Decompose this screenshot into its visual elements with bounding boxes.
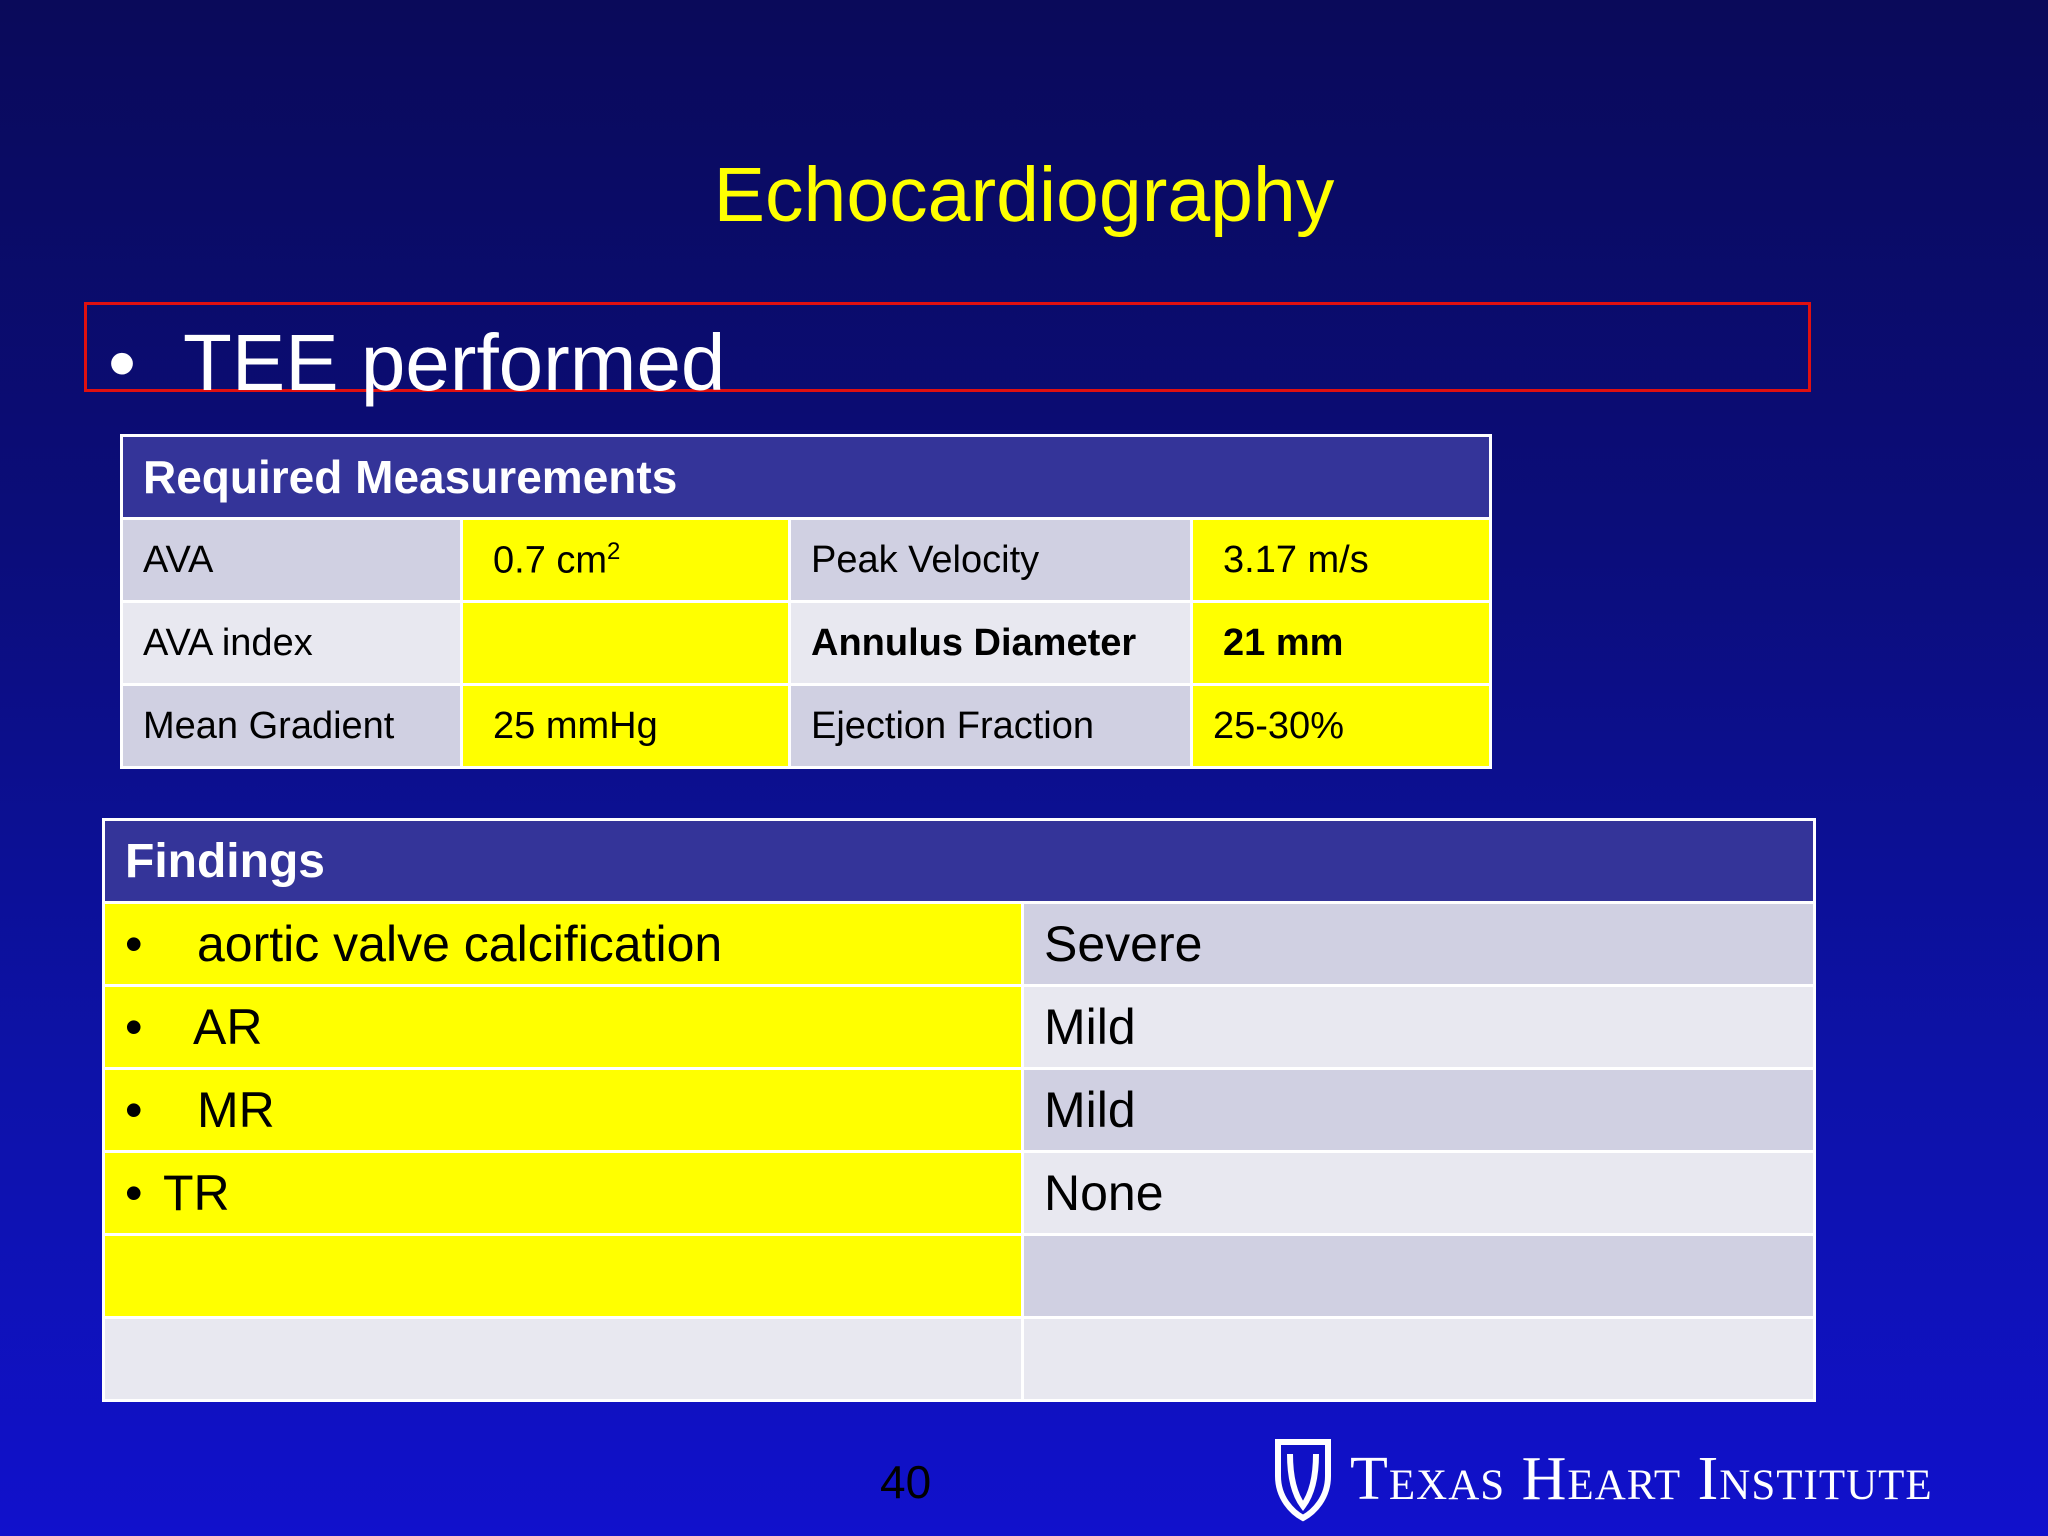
bullet-text: TEE performed	[183, 318, 726, 407]
measurement-label: Annulus Diameter	[788, 600, 1193, 686]
finding-item-empty	[102, 1233, 1024, 1319]
texas-heart-institute-logo: Texas Heart Institute	[1270, 1436, 1933, 1522]
bullet-icon: •	[125, 999, 143, 1055]
table-row: • aortic valve calcification Severe	[102, 901, 1816, 987]
measurement-value	[460, 600, 791, 686]
finding-value: None	[1021, 1150, 1816, 1236]
logo-name: Texas Heart Institute	[1350, 1444, 1933, 1513]
measurement-value: 25-30%	[1190, 683, 1492, 769]
finding-text: MR	[197, 1082, 275, 1138]
measurement-label: Mean Gradient	[120, 683, 463, 769]
measurements-table: Required Measurements AVA 0.7 cm2 Peak V…	[120, 434, 1492, 769]
bullet-tee-performed: • TEE performed	[108, 318, 725, 408]
table-row	[102, 1233, 1816, 1319]
findings-table: Findings • aortic valve calcification Sev…	[102, 818, 1816, 1402]
measurements-header: Required Measurements	[120, 434, 1492, 520]
value-text: 0.7 cm	[493, 539, 608, 582]
finding-value: Severe	[1021, 901, 1816, 987]
table-row: • TR None	[102, 1150, 1816, 1236]
measurement-label: Ejection Fraction	[788, 683, 1193, 769]
value-superscript: 2	[607, 537, 621, 565]
bullet-icon: •	[125, 916, 143, 972]
measurement-value: 3.17 m/s	[1190, 517, 1492, 603]
logo-text: Texas Heart Institute	[1350, 1444, 1933, 1515]
finding-text: AR	[193, 999, 263, 1055]
measurement-label: Peak Velocity	[788, 517, 1193, 603]
finding-text: TR	[163, 1165, 230, 1221]
finding-text: aortic valve calcification	[197, 916, 723, 972]
table-row: • AR Mild	[102, 984, 1816, 1070]
finding-value-empty	[1021, 1233, 1816, 1319]
measurement-label: AVA index	[120, 600, 463, 686]
measurement-label: AVA	[120, 517, 463, 603]
measurement-value: 21 mm	[1190, 600, 1492, 686]
highlight-frame	[84, 302, 1811, 392]
finding-item: • AR	[102, 984, 1024, 1070]
finding-value: Mild	[1021, 1067, 1816, 1153]
finding-value: Mild	[1021, 984, 1816, 1070]
finding-item: • MR	[102, 1067, 1024, 1153]
slide-title: Echocardiography	[713, 152, 1335, 238]
finding-item-empty	[102, 1316, 1024, 1402]
table-row	[102, 1316, 1816, 1402]
page-number: 40	[880, 1456, 932, 1508]
finding-item: • TR	[102, 1150, 1024, 1236]
measurement-value: 0.7 cm2	[460, 517, 791, 603]
bullet-icon: •	[108, 318, 137, 407]
measurement-value: 25 mmHg	[460, 683, 791, 769]
findings-header: Findings	[102, 818, 1816, 904]
heart-shield-icon	[1275, 1439, 1331, 1522]
table-row: • MR Mild	[102, 1067, 1816, 1153]
bullet-icon: •	[125, 1165, 143, 1221]
finding-value-empty	[1021, 1316, 1816, 1402]
table-row: Mean Gradient 25 mmHg Ejection Fraction …	[120, 683, 1492, 769]
table-row: AVA index Annulus Diameter 21 mm	[120, 600, 1492, 686]
bullet-icon: •	[125, 1082, 143, 1138]
table-row: AVA 0.7 cm2 Peak Velocity 3.17 m/s	[120, 517, 1492, 603]
finding-item: • aortic valve calcification	[102, 901, 1024, 987]
